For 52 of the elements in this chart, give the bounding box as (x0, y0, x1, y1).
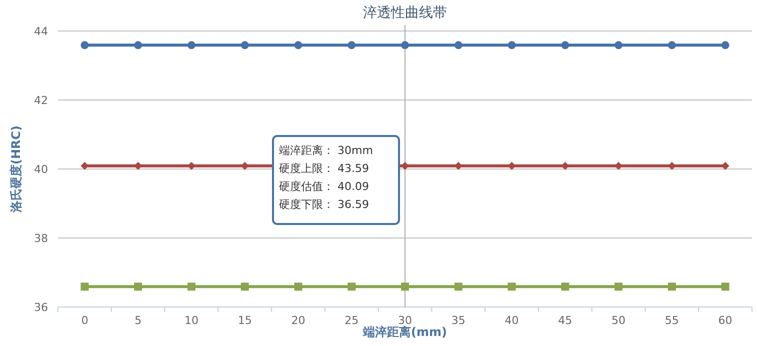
annotation: 硬度下限： 36.59 (279, 198, 369, 211)
point (721, 41, 730, 50)
y-tick-label: 44 (34, 25, 48, 38)
point (187, 282, 196, 291)
x-tick-label: 50 (612, 314, 626, 327)
point (80, 282, 89, 291)
point (614, 41, 623, 50)
y-tick-label: 38 (34, 232, 48, 245)
point (614, 282, 623, 291)
point (187, 41, 196, 50)
point (348, 41, 356, 50)
annotation: 硬度估值： 40.09 (279, 180, 369, 193)
x-tick-label: 45 (558, 314, 572, 327)
x-tick-label: 5 (134, 314, 142, 327)
x-tick-label: 20 (291, 314, 306, 327)
x-tick-label: 30 (398, 314, 412, 327)
point (721, 282, 730, 291)
y-axis-title: 洛氏硬度(HRC) (9, 125, 23, 214)
point (401, 282, 409, 291)
point (401, 162, 409, 170)
point (240, 41, 249, 50)
x-tick-label: 15 (238, 314, 252, 327)
y-tick-label: 40 (34, 163, 48, 176)
point (561, 41, 570, 50)
point (80, 41, 89, 50)
x-tick-label: 55 (664, 314, 679, 327)
y-tick-label: 42 (34, 94, 48, 107)
point (668, 282, 676, 291)
point (561, 282, 570, 291)
x-tick-label: 60 (718, 314, 732, 327)
point (401, 41, 409, 50)
x-tick-label: 10 (184, 314, 198, 327)
point (668, 41, 676, 50)
x-tick-label: 35 (451, 314, 466, 327)
point (294, 282, 302, 291)
chart-title: 淬透性曲线带 (363, 5, 447, 21)
point (134, 41, 142, 50)
point (348, 282, 356, 291)
point (508, 282, 516, 291)
point (294, 41, 302, 50)
point (240, 282, 249, 291)
point (454, 282, 462, 291)
annotation: 端淬距离： 30mm (279, 144, 373, 157)
y-tick-label: 36 (34, 301, 48, 314)
annotation: 硬度上限： 43.59 (279, 162, 369, 175)
point (508, 41, 516, 50)
point (134, 282, 142, 291)
x-tick-label: 40 (504, 314, 519, 327)
x-tick-label: 25 (344, 314, 359, 327)
point (454, 41, 462, 50)
x-axis-title: 端淬距离(mm) (362, 325, 447, 339)
x-tick-label: 0 (81, 314, 88, 327)
